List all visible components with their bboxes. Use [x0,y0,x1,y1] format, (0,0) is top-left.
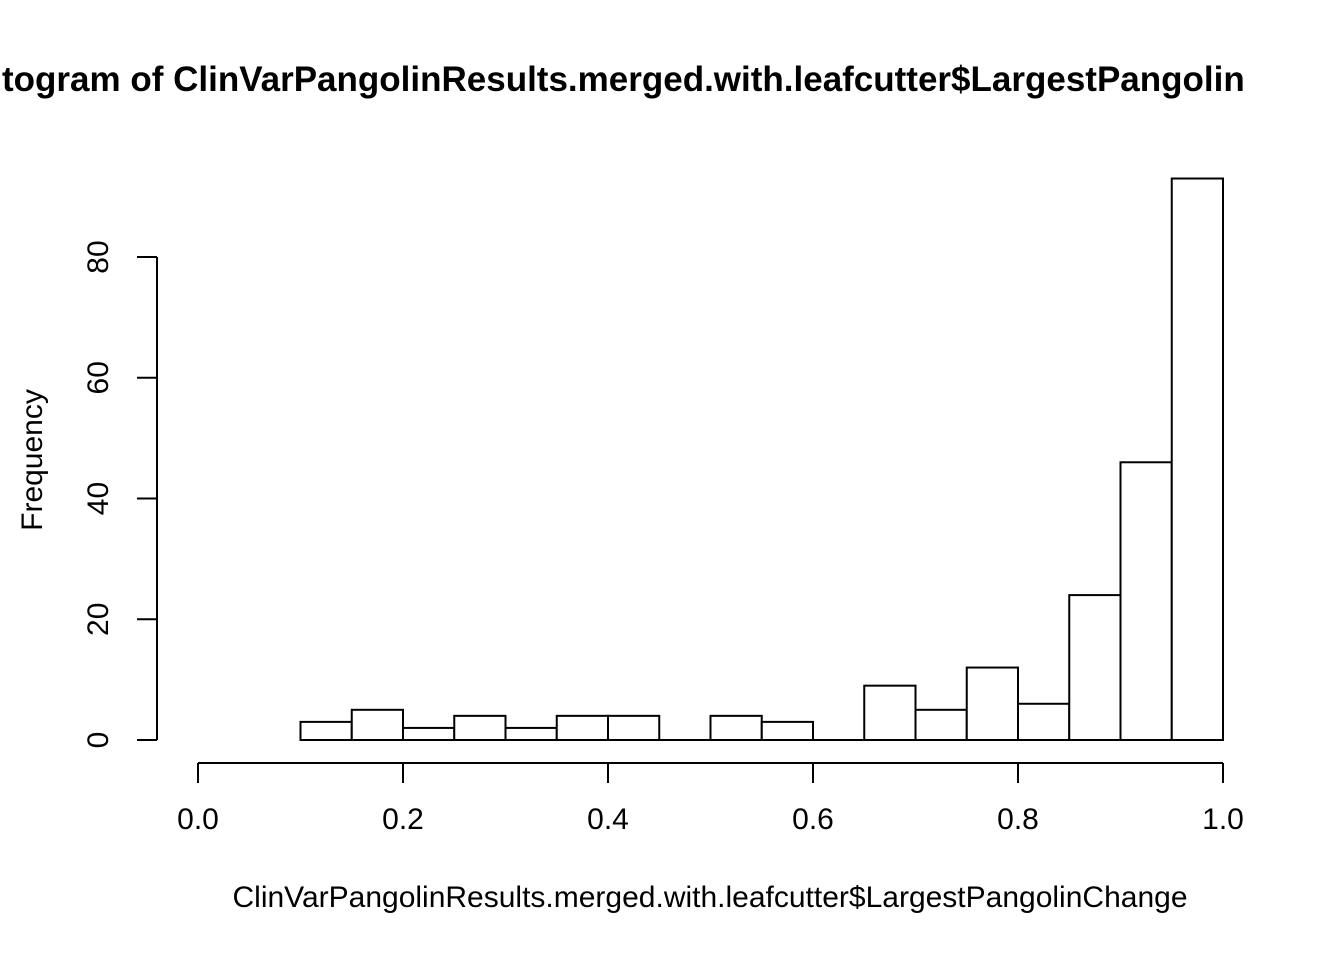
histogram-bar [863,684,917,741]
histogram-bar [760,720,814,742]
histogram-bar [607,714,661,741]
histogram-bar [914,708,968,741]
histogram-bar [1119,461,1173,741]
histogram-bar [709,714,763,741]
y-tick-label: 20 [82,603,115,636]
histogram-bar [350,708,404,741]
histogram-bar [1068,594,1122,741]
histogram-bar [555,714,609,741]
histogram-bar [299,720,353,742]
y-tick-label: 60 [82,361,115,394]
histogram-bar [1170,177,1224,741]
histogram-bar [402,726,456,741]
y-tick-label: 0 [82,732,115,749]
chart-title: togram of ClinVarPangolinResults.merged.… [2,60,1245,99]
x-axis-title: ClinVarPangolinResults.merged.with.leafc… [232,881,1188,914]
y-axis-title: Frequency [16,389,49,531]
histogram-bar [965,666,1019,741]
x-tick-label: 0.4 [587,803,629,836]
x-tick-label: 0.2 [382,803,424,836]
y-tick-label: 80 [82,240,115,273]
x-tick-label: 0.0 [177,803,219,836]
x-tick-label: 0.6 [792,803,834,836]
x-tick-label: 0.8 [997,803,1039,836]
y-tick-label: 40 [82,482,115,515]
x-tick-label: 1.0 [1202,803,1244,836]
histogram-bar [453,714,507,741]
histogram-bar [1017,702,1071,742]
histogram-bar [504,726,558,741]
